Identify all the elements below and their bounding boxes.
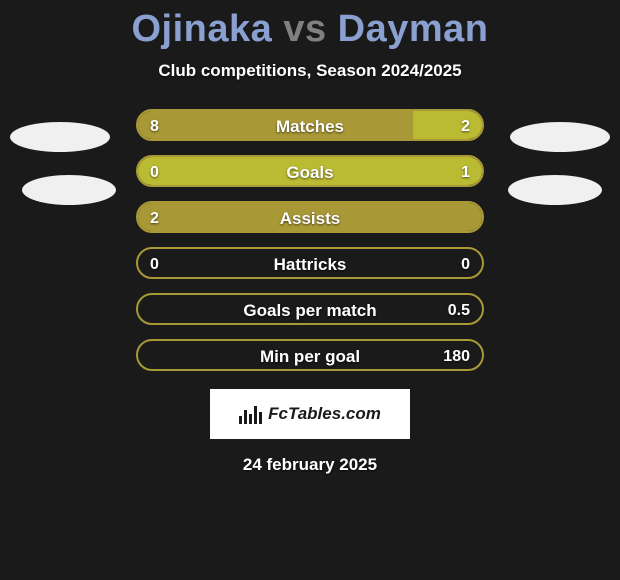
stat-row: Matches82	[136, 109, 484, 141]
stat-bar-left	[138, 203, 482, 231]
player2-photo-placeholder-2	[508, 175, 602, 205]
stat-label: Min per goal	[138, 341, 482, 371]
watermark-bar	[259, 412, 262, 424]
stat-label: Hattricks	[138, 249, 482, 279]
watermark-text: FcTables.com	[268, 404, 381, 424]
watermark-bar	[254, 406, 257, 424]
player1-photo-placeholder-1	[10, 122, 110, 152]
watermark-bar	[239, 416, 242, 424]
title-vs: vs	[283, 8, 326, 50]
subtitle: Club competitions, Season 2024/2025	[0, 61, 620, 81]
stat-bar-left	[138, 111, 413, 139]
stat-value-right: 0	[461, 249, 470, 279]
comparison-infographic: Ojinaka vs Dayman Club competitions, Sea…	[0, 0, 620, 580]
title-player2: Dayman	[338, 8, 489, 50]
watermark: FcTables.com	[210, 389, 410, 439]
player2-photo-placeholder-1	[510, 122, 610, 152]
stat-value-right: 0.5	[448, 295, 470, 325]
stat-row: Assists2	[136, 201, 484, 233]
page-title: Ojinaka vs Dayman	[0, 0, 620, 51]
footer-date: 24 february 2025	[0, 455, 620, 475]
player1-photo-placeholder-2	[22, 175, 116, 205]
watermark-bar	[249, 414, 252, 424]
stat-value-left: 0	[150, 249, 159, 279]
title-player1: Ojinaka	[131, 8, 272, 50]
stat-row: Goals per match0.5	[136, 293, 484, 325]
stat-bar-right	[138, 157, 482, 185]
stat-bar-right	[413, 111, 482, 139]
stat-value-right: 180	[443, 341, 470, 371]
watermark-bar	[244, 410, 247, 424]
stat-row: Hattricks0 0	[136, 247, 484, 279]
stat-row: Min per goal180	[136, 339, 484, 371]
stat-label: Goals per match	[138, 295, 482, 325]
watermark-bars-icon	[239, 404, 262, 424]
stat-row: Goals01	[136, 155, 484, 187]
